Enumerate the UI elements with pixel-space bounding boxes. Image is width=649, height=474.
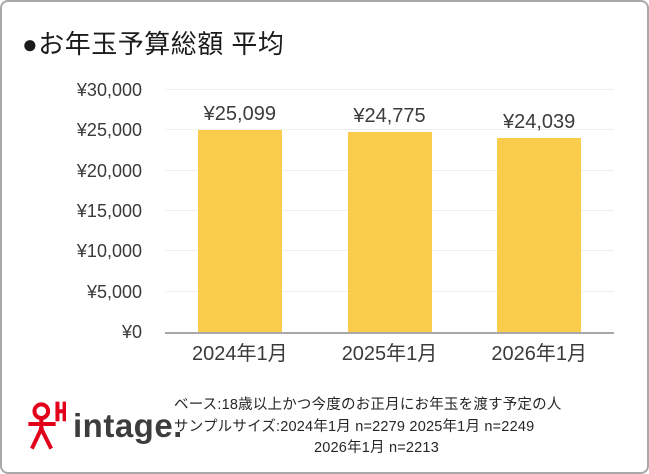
- gridline: [165, 129, 614, 131]
- bar-2025年1月: [347, 132, 432, 332]
- footer: intage. ベース:18歳以上かつ今度のお正月にお年玉を渡す予定の人 サンプ…: [2, 390, 647, 470]
- bar-value-label: ¥24,039: [503, 111, 576, 134]
- footnote-base: ベース:18歳以上かつ今度のお正月にお年玉を渡す予定の人: [174, 397, 562, 413]
- footnote-sample-size-2026: 2026年1月 n=2213: [314, 440, 439, 456]
- y-tick-label: ¥15,000: [76, 201, 142, 221]
- bar-2026年1月: [497, 138, 582, 332]
- chart-title: ●お年玉予算総額 平均: [22, 29, 285, 59]
- y-tick-label: ¥30,000: [76, 80, 142, 100]
- footnote-sample-size: サンプルサイズ:2024年1月 n=2279 2025年1月 n=2249: [174, 418, 535, 435]
- intage-logo-text: intage.: [73, 406, 183, 444]
- x-tick-label: 2026年1月: [491, 343, 587, 365]
- bar-value-label: ¥24,775: [353, 105, 426, 128]
- intage-stamp-icon: [28, 401, 66, 450]
- x-tick-label: 2025年1月: [341, 343, 438, 365]
- y-tick-label: ¥20,000: [76, 160, 142, 181]
- y-tick-label: ¥25,000: [76, 120, 142, 141]
- y-tick-label: ¥0: [121, 322, 142, 342]
- y-tick-label: ¥5,000: [86, 281, 142, 302]
- bar-value-label: ¥25,099: [203, 102, 276, 125]
- intage-logo: intage.: [28, 400, 183, 450]
- gridline: [165, 89, 614, 90]
- y-tick-label: ¥10,000: [76, 241, 142, 262]
- x-tick-label: 2024年1月: [192, 343, 288, 365]
- footnotes: ベース:18歳以上かつ今度のお正月にお年玉を渡す予定の人 サンプルサイズ:202…: [174, 395, 639, 460]
- bar-2024年1月: [197, 129, 282, 332]
